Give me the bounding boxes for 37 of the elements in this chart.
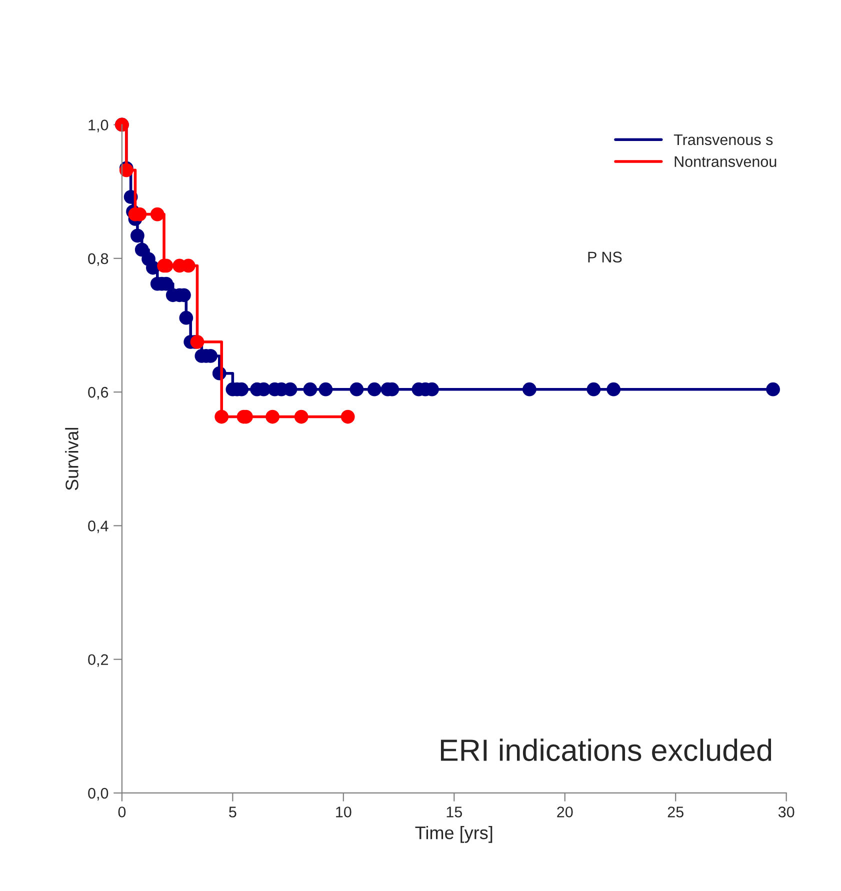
- y-tick-label: 0,0: [88, 788, 108, 800]
- y-tick-label: 1,0: [88, 120, 108, 132]
- y-axis-title: Survival: [65, 428, 78, 490]
- point: [179, 310, 194, 325]
- y-tick-label: 0,6: [88, 386, 108, 400]
- x-tick-label: 30: [778, 806, 794, 818]
- legend-label: Nontransvenou: [674, 156, 776, 168]
- point: [340, 410, 355, 424]
- point: [150, 207, 164, 222]
- y-tick-label: 0,8: [88, 253, 108, 266]
- x-axis-title: Time [yrs]: [415, 826, 492, 843]
- point: [134, 242, 149, 257]
- y-tick-label: 0,2: [88, 654, 108, 667]
- point: [766, 382, 780, 396]
- x-tick-label: 0: [118, 806, 126, 818]
- x-tick-label: 15: [446, 806, 462, 818]
- point: [367, 382, 382, 396]
- point: [266, 410, 280, 424]
- point: [606, 382, 621, 396]
- point: [303, 382, 318, 396]
- y-tick-label: 0,4: [88, 520, 108, 534]
- point: [294, 410, 308, 424]
- point: [214, 410, 229, 424]
- point: [522, 382, 536, 396]
- x-tick-label: 20: [557, 806, 573, 818]
- x-tick-label: 10: [336, 806, 352, 818]
- point: [350, 382, 364, 396]
- x-tick-label: 25: [668, 806, 684, 818]
- point: [318, 382, 333, 396]
- annotation: P NS: [588, 252, 622, 262]
- annotation: ERI indications excluded: [440, 738, 772, 762]
- x-tick-label: 5: [229, 806, 236, 818]
- point: [130, 228, 144, 243]
- point: [586, 382, 601, 396]
- point: [146, 260, 160, 275]
- point: [190, 334, 204, 349]
- legend-label: Transvenous s: [674, 134, 773, 146]
